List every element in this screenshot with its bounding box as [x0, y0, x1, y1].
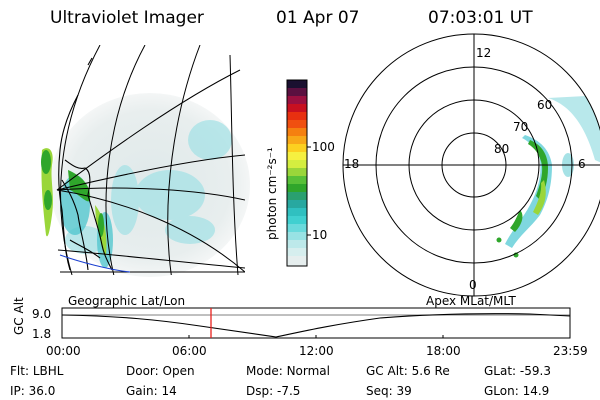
altitude-timeline	[61, 307, 571, 339]
coastline	[58, 57, 113, 271]
polar-plot	[342, 33, 600, 297]
mlat-label-60: 60	[537, 98, 553, 112]
geographic-image	[41, 45, 250, 277]
timeline-y-tick-low: 1.8	[32, 327, 52, 341]
timeline-y-tick-high: 9.0	[32, 307, 52, 321]
ip-info: IP: 36.0	[10, 384, 56, 398]
mlat-label-80: 80	[494, 142, 510, 156]
instrument-title: Ultraviolet Imager	[50, 8, 204, 28]
gain-info: Gain: 14	[126, 384, 177, 398]
timeline-y-axis-label: GC Alt	[12, 297, 26, 335]
glat-info: GLat: -59.3	[484, 364, 551, 378]
mlt-label-0: 0	[469, 278, 477, 292]
door-info: Door: Open	[126, 364, 195, 378]
glon-info: GLon: 14.9	[484, 384, 550, 398]
mlt-label-18: 18	[344, 157, 360, 171]
x-tick-1800: 18:00	[426, 344, 461, 358]
colorbar-unit-label: photon cm⁻²s⁻¹	[265, 147, 279, 240]
colorbar-tick-100: 100	[312, 140, 335, 154]
x-tick-0000: 00:00	[46, 344, 81, 358]
dsp-info: Dsp: -7.5	[246, 384, 301, 398]
polar-aurora	[496, 95, 600, 258]
x-tick-1200: 12:00	[299, 344, 334, 358]
x-tick-0600: 06:00	[172, 344, 207, 358]
colorbar-tick-10: 10	[312, 228, 328, 242]
apex-caption: Apex MLat/MLT	[426, 294, 516, 308]
time-label: 07:03:01 UT	[428, 8, 533, 28]
mlt-label-6: 6	[578, 157, 586, 171]
mode-info: Mode: Normal	[246, 364, 330, 378]
seq-info: Seq: 39	[366, 384, 412, 398]
polar-grid	[342, 33, 600, 297]
geographic-caption: Geographic Lat/Lon	[68, 294, 186, 308]
filter-info: Flt: LBHL	[10, 364, 64, 378]
gc-alt-info: GC Alt: 5.6 Re	[366, 364, 450, 378]
colorbar	[286, 79, 311, 267]
altitude-curve	[61, 313, 571, 338]
date-label: 01 Apr 07	[276, 8, 360, 28]
mlat-label-70: 70	[513, 120, 529, 134]
bright-aurora	[41, 148, 107, 256]
map-grid	[56, 45, 245, 275]
terminator-line	[59, 254, 131, 273]
mlt-label-12: 12	[476, 46, 492, 60]
x-tick-2359: 23:59	[553, 344, 588, 358]
